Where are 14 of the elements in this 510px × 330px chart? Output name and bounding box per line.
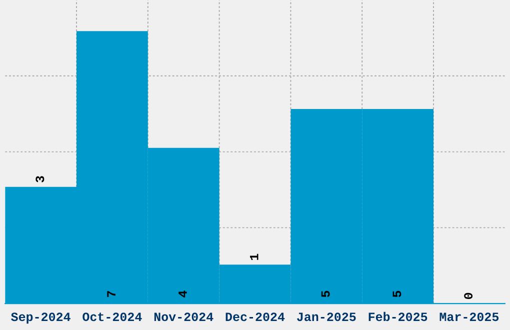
data-label: 3: [36, 176, 44, 182]
x-tick-label: Mar-2025: [440, 312, 499, 322]
x-tick-label: Oct-2024: [82, 312, 142, 322]
data-label: 0: [464, 292, 473, 299]
x-tick-label: Dec-2024: [226, 312, 285, 322]
x-tick-label: Jan-2025: [297, 312, 356, 322]
data-label: 4: [178, 290, 187, 298]
x-tick-label: Feb-2025: [368, 312, 428, 322]
data-label: 7: [107, 291, 116, 297]
data-label: 5: [321, 290, 330, 298]
x-tick-label: Nov-2024: [154, 312, 214, 322]
data-label: 5: [392, 290, 402, 298]
data-label: 1: [250, 254, 258, 260]
x-tick-label: Sep-2024: [11, 312, 70, 324]
